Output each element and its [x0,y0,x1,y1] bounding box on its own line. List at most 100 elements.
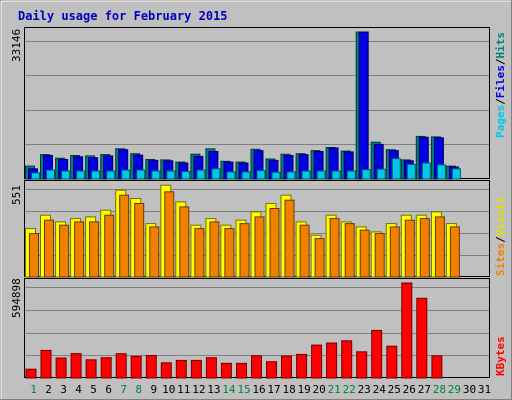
day-label: 30 [463,383,476,396]
day-label: 12 [192,383,205,396]
sites-bar [179,206,190,278]
sites-bar [269,208,280,278]
kbytes-bar [190,359,202,379]
day-label: 4 [75,383,82,396]
sites-bar [239,223,250,278]
sites-bar [59,224,70,278]
pages-bar [361,169,371,180]
pages-bar [421,162,431,180]
day-label: 2 [45,383,52,396]
kbytes-bar [371,329,383,379]
legend-kbytes: KBytes [494,336,507,376]
sites-bar [374,233,385,278]
pages-bar [256,170,266,180]
legend-sep-2: / [494,58,507,65]
pages-bar [61,170,71,180]
legend-middle: Sites/Visits [494,197,507,277]
kbytes-bar [281,355,292,379]
legend-sep-1: / [494,98,507,105]
legend-bottom: KBytes [494,336,507,376]
kbytes-bar [55,357,67,379]
pages-bar [406,163,416,180]
kbytes-bar [416,297,428,379]
pages-bar [226,171,236,180]
kbytes-ymax-label: 594898 [10,278,23,318]
kbytes-bar [431,355,443,379]
kbytes-bar [70,353,82,379]
kbytes-bar [25,368,37,379]
day-label: 1 [30,383,37,396]
kbytes-bar [220,362,232,379]
day-label: 14 [222,383,236,396]
kbytes-bar [205,357,217,379]
pages-bar [166,170,176,180]
sites-bar [119,194,130,278]
day-label: 28 [433,383,446,396]
sites-bar [329,218,340,278]
pages-bar [136,169,146,180]
day-label: 3 [60,383,67,396]
sites-bar [44,219,54,278]
pages-bar [271,171,281,180]
pages-bar [346,170,356,180]
pages-bar [91,170,101,180]
sites-bar [224,228,235,278]
sites-bar [74,221,85,278]
kbytes-bar [296,353,308,379]
day-label: 27 [418,383,431,396]
kbytes-bar [326,342,338,379]
files-bar [358,31,369,180]
sites-bar [314,238,325,278]
pages-bar [76,170,86,180]
sites-bar [449,226,460,278]
legend-sites: Sites [494,243,507,276]
legend-visits: Visits [494,197,507,237]
pages-bar [451,168,461,180]
sites-bar [359,229,370,278]
pages-bar [376,168,386,180]
day-label: 5 [90,383,97,396]
kbytes-bar [145,355,157,379]
kbytes-bar [251,355,262,379]
pages-bar [151,170,161,180]
sites-bar [29,233,39,278]
kbytes-bar [130,355,142,379]
sites-bar [434,216,445,278]
legend-files: Files [494,65,507,98]
day-label: 6 [105,383,112,396]
day-label: 16 [252,383,265,396]
pages-bar [31,172,40,180]
pages-bar [301,170,311,180]
pages-bar [211,168,221,180]
day-label: 13 [207,383,220,396]
day-label: 24 [373,383,387,396]
kbytes-bar [115,353,127,379]
sites-bar [254,216,265,278]
x-axis-day-labels: 1 2 3 4 5 6 7 8 9 10 11 12 13 14 15 16 17 18 19 20 21 22 23 24 2… [30,383,491,396]
day-label: 17 [267,383,280,396]
kbytes-bar [266,361,277,379]
kbytes-bar [175,359,187,379]
day-label: 7 [120,383,127,396]
day-label: 29 [448,383,461,396]
pages-bar [181,171,191,180]
sites-bar [209,221,220,278]
sites-bar [149,226,160,278]
day-label: 9 [150,383,157,396]
sites-bar [134,203,145,278]
day-label: 8 [135,383,142,396]
kbytes-bar [236,362,247,379]
pages-bar [46,169,55,180]
chart-title: Daily usage for February 2015 [18,9,228,23]
kbytes-bar [386,345,398,379]
kbytes-bar [341,340,353,379]
hits-files-pages-panel [24,27,490,180]
visits-ymax-label: 551 [10,185,23,205]
kbytes-bar [160,362,172,379]
day-label: 10 [162,383,175,396]
kbytes-bar [85,359,97,379]
day-label: 20 [312,383,325,396]
day-label: 19 [297,383,310,396]
sites-bar [164,191,175,278]
